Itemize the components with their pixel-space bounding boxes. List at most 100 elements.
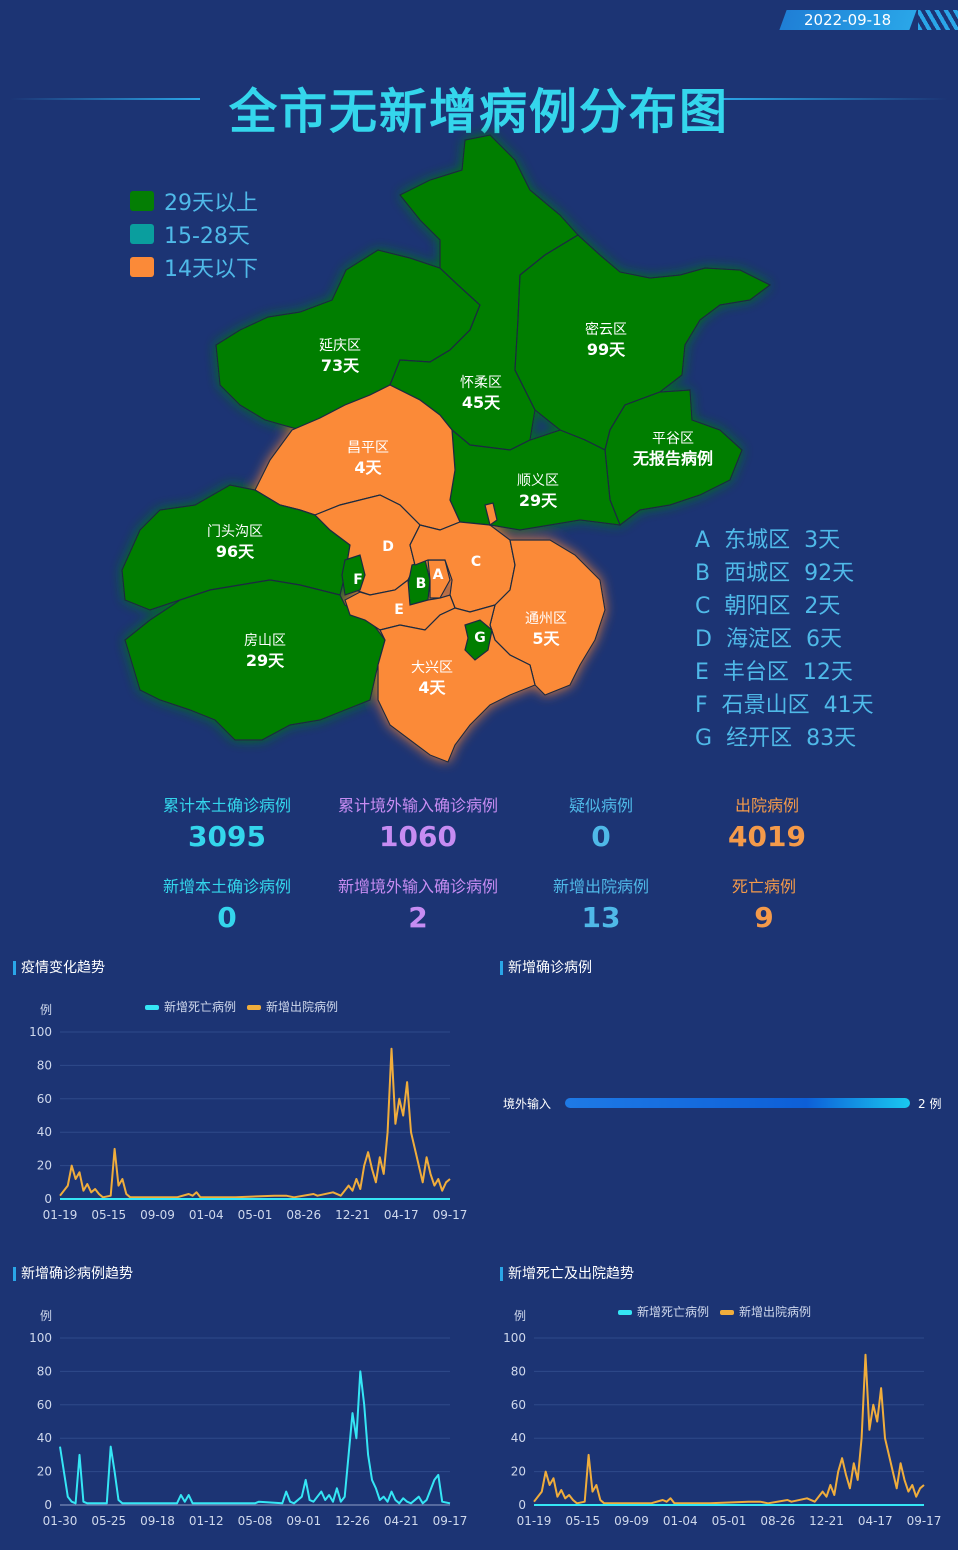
x-tick-label: 01-04 <box>663 1514 698 1528</box>
series-line <box>533 1353 925 1505</box>
district-miyun: 密云区 99天 <box>546 320 666 360</box>
section-title-death-discharge: 新增死亡及出院趋势 <box>500 1267 634 1281</box>
map-letter-c: C <box>470 554 482 570</box>
x-tick-label: 12-21 <box>809 1514 844 1528</box>
map-letter-e: E <box>394 602 404 618</box>
abbr-name: 石景山区 <box>721 693 810 718</box>
x-tick-label: 05-08 <box>238 1514 273 1528</box>
bar-fill <box>565 1098 910 1108</box>
y-tick-label: 60 <box>511 1398 526 1412</box>
stat-label: 新增境外输入确诊病例 <box>337 877 498 896</box>
district-days: 5天 <box>532 629 560 648</box>
legend-swatch <box>130 257 154 277</box>
district-shunyi: 顺义区 29天 <box>478 471 598 511</box>
stat-value: 4019 <box>728 820 806 853</box>
x-tick-label: 01-19 <box>43 1208 78 1222</box>
legend-label: 新增出院病例 <box>266 999 338 1014</box>
x-tick-label: 04-17 <box>384 1208 419 1222</box>
x-tick-label: 04-21 <box>384 1514 419 1528</box>
chart-death-discharge: 例 0 20 40 60 80 100 01-19 05-15 09-09 01-04 05-01 08… <box>503 1304 941 1528</box>
stat-value: 9 <box>754 901 774 934</box>
district-name: 怀柔区 <box>460 375 502 391</box>
district-days: 99天 <box>586 340 626 359</box>
abbr-letter: E <box>695 660 709 685</box>
district-days: 96天 <box>215 542 255 561</box>
legend-label: 15-28天 <box>164 224 250 249</box>
y-tick-label: 80 <box>511 1364 526 1378</box>
region-miyun <box>514 234 772 451</box>
district-days: 无报告病例 <box>632 449 713 468</box>
legend-label: 新增出院病例 <box>739 1304 811 1319</box>
beijing-map <box>121 134 772 763</box>
abbr-letter: G <box>695 726 713 751</box>
x-tick-label: 05-15 <box>91 1208 126 1222</box>
y-tick-label: 80 <box>37 1364 52 1378</box>
map-letter-b: B <box>415 576 427 592</box>
abbr-letter: A <box>695 528 711 553</box>
stat-deaths: 死亡病例 9 <box>664 873 864 934</box>
map-letter-g: G <box>474 630 486 646</box>
stat-value: 0 <box>591 820 611 853</box>
abbr-row-g: G 经开区 83天 <box>695 720 856 752</box>
abbr-row-d: D 海淀区 6天 <box>695 621 842 653</box>
y-tick-label: 40 <box>37 1431 52 1445</box>
district-days: 45天 <box>461 393 501 412</box>
legend-label: 14天以下 <box>164 257 258 282</box>
stat-suspected: 疑似病例 0 <box>501 792 701 853</box>
abbr-days: 12天 <box>802 660 853 685</box>
x-tick-label: 05-01 <box>238 1208 273 1222</box>
y-tick-label: 20 <box>37 1159 52 1173</box>
district-name: 房山区 <box>244 633 286 649</box>
stat-imported-total: 累计境外输入确诊病例 1060 <box>318 792 518 853</box>
legend-label: 新增死亡病例 <box>637 1304 709 1319</box>
x-tick-label: 09-01 <box>286 1514 321 1528</box>
legend-swatch <box>145 1005 159 1010</box>
x-tick-label: 08-26 <box>760 1514 795 1528</box>
district-name: 昌平区 <box>347 440 389 456</box>
y-axis-title: 例 <box>40 1003 52 1017</box>
stat-label: 疑似病例 <box>568 796 633 815</box>
abbr-row-c: C 朝阳区 2天 <box>695 588 840 620</box>
x-tick-label: 09-18 <box>140 1514 175 1528</box>
title-line-right <box>720 98 948 100</box>
y-tick-label: 40 <box>511 1431 526 1445</box>
district-name: 平谷区 <box>652 431 694 447</box>
district-days: 4天 <box>354 458 382 477</box>
bar-value-label: 2 例 <box>918 1097 942 1111</box>
legend-swatch <box>618 1310 632 1315</box>
x-tick-label: 09-17 <box>433 1514 468 1528</box>
stat-discharged: 出院病例 4019 <box>667 792 867 853</box>
x-tick-label: 05-01 <box>712 1514 747 1528</box>
stat-label: 出院病例 <box>734 796 799 815</box>
map-letter-a: A <box>432 567 444 583</box>
stat-value: 3095 <box>188 820 266 853</box>
stat-value: 2 <box>408 901 428 934</box>
legend-label: 新增死亡病例 <box>164 999 236 1014</box>
stat-label: 死亡病例 <box>731 877 796 896</box>
district-name: 密云区 <box>585 322 627 338</box>
section-title-new-confirmed: 新增确诊病例 <box>500 961 592 975</box>
y-tick-label: 20 <box>511 1465 526 1479</box>
stat-label: 累计本土确诊病例 <box>162 796 291 815</box>
section-title-trend: 疫情变化趋势 <box>13 961 105 975</box>
bar-category-label: 境外输入 <box>503 1097 552 1111</box>
stat-value: 1060 <box>379 820 457 853</box>
abbr-letter: C <box>695 594 711 619</box>
y-tick-label: 60 <box>37 1398 52 1412</box>
abbr-days: 41天 <box>823 693 874 718</box>
y-tick-label: 40 <box>37 1125 52 1139</box>
abbr-name: 东城区 <box>724 528 791 553</box>
district-days: 73天 <box>320 356 360 375</box>
district-fangshan: 房山区 29天 <box>205 631 325 671</box>
district-days: 29天 <box>518 491 558 510</box>
chart-trend: 例 0 20 40 60 80 100 01-19 05-15 09-09 01-04 05-01 08… <box>29 999 467 1222</box>
legend-item-29: 29天以上 <box>130 185 258 217</box>
y-tick-label: 20 <box>37 1465 52 1479</box>
y-axis-title: 例 <box>40 1309 52 1323</box>
map-letter-f: F <box>353 572 363 588</box>
district-tongzhou: 通州区 5天 <box>486 609 606 649</box>
y-tick-label: 100 <box>29 1025 52 1039</box>
stat-local-total: 累计本土确诊病例 3095 <box>127 792 327 853</box>
district-daxing: 大兴区 4天 <box>372 658 492 698</box>
abbr-letter: F <box>695 693 708 718</box>
